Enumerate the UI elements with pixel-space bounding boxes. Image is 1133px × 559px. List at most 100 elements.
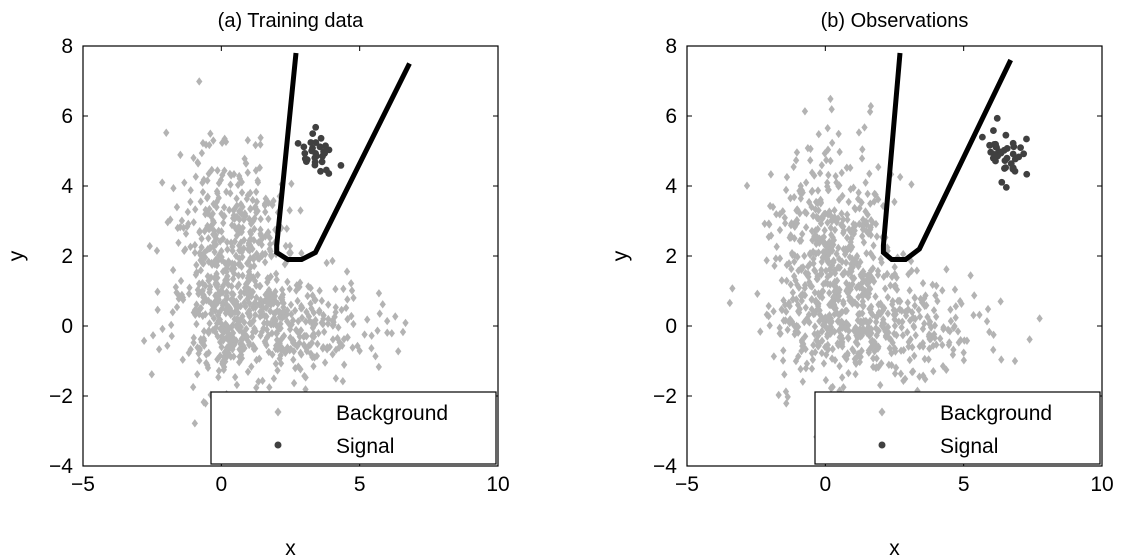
panel-b-background-point: [761, 219, 768, 228]
panel-a-background-point: [284, 306, 291, 315]
panel-a-background-point: [218, 246, 225, 256]
panel-a-background-point: [240, 244, 247, 253]
panel-b-background-point: [904, 328, 911, 337]
panel-a-background-point: [197, 266, 204, 275]
panel-a-background-point: [179, 295, 187, 304]
panel-b-background-point: [872, 219, 880, 229]
panel-b-legend-box: [814, 391, 1101, 465]
panel-b-background-point: [951, 285, 959, 294]
panel-a-background-point: [318, 296, 325, 306]
panel-b-signal-point: [992, 143, 1000, 151]
panel-a-background-point: [226, 303, 233, 312]
panel-b-background-point: [770, 307, 777, 316]
panel-b-background-point: [797, 189, 804, 198]
panel-a-signal-point: [322, 142, 329, 150]
panel-a-background-point: [261, 257, 269, 267]
panel-b-background-point: [870, 354, 877, 363]
panel-a-background-point: [193, 300, 200, 309]
panel-b-signal-point: [1011, 167, 1019, 175]
panel-b-background-point: [729, 284, 736, 293]
panel-a-legend-box: [210, 391, 497, 465]
panel-a-background-point: [257, 133, 264, 142]
panel-a-background-point: [202, 281, 209, 290]
panel-b-background-point: [891, 321, 899, 331]
panel-b-background-point: [780, 316, 787, 325]
panel-b-background-point: [854, 300, 861, 310]
panel-a-background-point: [191, 240, 199, 250]
panel-a-background-point: [277, 359, 285, 368]
panel-a-background-point: [251, 276, 259, 286]
panel-b-background-point: [811, 265, 818, 275]
panel-a-background-point: [247, 319, 255, 328]
panel-b-background-point: [869, 264, 877, 273]
panel-b-background-point: [857, 352, 864, 362]
panel-b-background-point: [826, 237, 833, 247]
panel-b-background-point: [776, 329, 783, 338]
panel-b-background-point: [924, 312, 931, 322]
panel-a-x-tick-label: 0: [215, 473, 227, 496]
panel-a-background-point: [236, 358, 243, 367]
panel-a-background-point: [252, 166, 260, 175]
panel-a-background-point: [253, 293, 260, 302]
panel-b-background-point: [862, 178, 869, 187]
panel-b-background-point: [918, 298, 926, 307]
panel-b-background-point: [954, 327, 962, 336]
panel-b-background-point: [797, 194, 804, 203]
panel-b-background-point: [911, 293, 918, 303]
panel-a-background-point: [290, 378, 298, 388]
panel-a-background-point: [259, 249, 266, 259]
panel-b-background-point: [816, 310, 824, 319]
panel-b-background-point: [863, 318, 871, 327]
panel-a-background-point: [375, 289, 383, 298]
panel-b-background-point: [831, 355, 839, 365]
panel-b-background-point: [870, 277, 878, 286]
panel-b-background-point: [859, 145, 866, 154]
panel-a-background-point: [262, 303, 270, 313]
panel-a-signal-point: [317, 134, 325, 142]
panel-a-background-point: [174, 223, 181, 233]
panel-a-background-point: [222, 137, 230, 147]
panel-a-background-point: [173, 288, 180, 297]
panel-b-background-point: [830, 235, 838, 245]
panel-a-background-point: [297, 206, 304, 215]
panel-a-background-point: [216, 250, 223, 260]
panel-a-background-point: [283, 224, 290, 233]
panel-b-background-point: [990, 345, 997, 355]
panel-b-signal-point: [1017, 144, 1024, 152]
panel-a-background-point: [200, 259, 207, 268]
panel-b-background-point: [798, 337, 806, 347]
panel-a-background-point: [193, 319, 200, 329]
panel-b-background-point: [910, 313, 917, 322]
panel-b-background-point: [873, 331, 880, 340]
panel-a-background-point: [249, 195, 256, 205]
panel-b-background-point: [830, 293, 837, 302]
panel-a-background-point: [245, 267, 253, 277]
panel-b-background-point: [939, 340, 946, 350]
panel-b-x-tick-label: 5: [958, 473, 970, 496]
panel-a-background-point: [226, 340, 234, 349]
panel-a-background-point: [227, 352, 234, 361]
panel-a-background-point: [254, 270, 261, 280]
panel-b-background-point: [831, 309, 838, 319]
panel-b-background-point: [891, 269, 899, 279]
panel-a-background-point: [246, 245, 253, 254]
panel-b-background-point: [797, 181, 804, 191]
panel-a-background-point: [258, 327, 265, 337]
panel-a-background-point: [319, 319, 326, 329]
panel-b: −5 0 5 10 −4 −2 0 2 4 6 8 (b) Observations x y Backgro…: [609, 10, 1114, 559]
panel-b-background-point: [932, 291, 939, 300]
panel-a-background-point: [205, 169, 212, 178]
panel-a-background-point: [316, 307, 323, 317]
panel-a-x-axis-label: x: [285, 537, 296, 559]
panel-b-background-point: [841, 250, 849, 259]
panel-b-background-point: [826, 207, 833, 216]
panel-b-background-point: [840, 269, 847, 279]
panel-b-background-point: [852, 221, 859, 230]
panel-b-background-point: [896, 305, 903, 314]
panel-b-background-point: [986, 327, 993, 337]
panel-a-background-point: [279, 313, 286, 323]
panel-a-y-tick-label: 2: [61, 245, 73, 268]
panel-b-background-point: [827, 329, 834, 338]
panel-a-background-point: [302, 317, 309, 326]
panel-a-background-point: [215, 373, 222, 382]
